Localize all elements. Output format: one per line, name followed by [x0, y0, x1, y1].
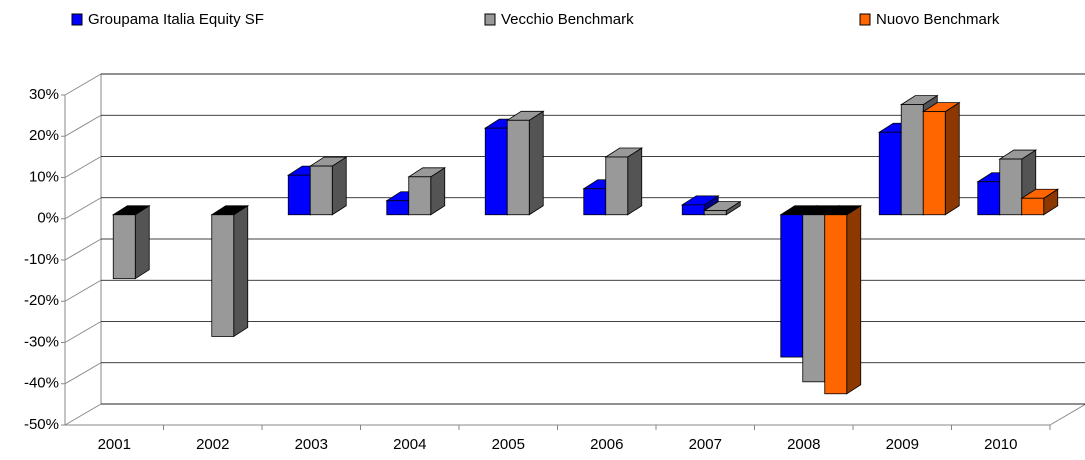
floor-edge — [1049, 404, 1085, 426]
grid-diag — [64, 238, 102, 261]
y-tick-label: -50% — [24, 416, 59, 433]
grid-diag — [64, 362, 102, 385]
bar-side-shade — [135, 205, 150, 279]
x-tick-label: 2006 — [590, 436, 623, 453]
bar — [878, 131, 902, 216]
bar — [900, 104, 924, 216]
y-tick-label: 20% — [29, 127, 59, 144]
y-tick-label: 0% — [37, 210, 59, 227]
x-tick-label: 2002 — [196, 436, 229, 453]
legend-swatch — [859, 13, 871, 26]
bar-side-shade — [1043, 189, 1058, 215]
bar — [605, 156, 629, 216]
x-tick-label: 2004 — [393, 436, 426, 453]
y-tick-label: 10% — [29, 168, 59, 185]
legend-swatch — [71, 13, 83, 26]
bar-side-shade — [233, 205, 248, 337]
x-tick-label: 2001 — [98, 436, 131, 453]
y-tick-label: 30% — [29, 86, 59, 103]
grid-diag — [64, 114, 102, 137]
y-tick-label: -10% — [24, 251, 59, 268]
bar-side-shade — [529, 111, 544, 215]
bar-side-shade — [945, 102, 960, 215]
x-tick-label: 2010 — [984, 436, 1017, 453]
bar — [386, 200, 410, 216]
bar — [999, 158, 1023, 216]
grid-diag — [64, 279, 102, 302]
y-tick-label: -30% — [24, 333, 59, 350]
bar — [977, 181, 1001, 216]
x-tick-label: 2009 — [886, 436, 919, 453]
bar — [922, 111, 946, 216]
bar — [780, 214, 804, 358]
bar-side-shade — [627, 148, 642, 215]
bar — [583, 188, 607, 216]
bar — [506, 119, 530, 216]
legend-label: Groupama Italia Equity SF — [88, 11, 264, 28]
y-tick-label: -40% — [24, 375, 59, 392]
legend-swatch — [484, 13, 496, 26]
bar — [681, 204, 705, 216]
bar-side-shade — [430, 167, 445, 215]
bar — [211, 214, 235, 337]
bar — [408, 176, 432, 216]
x-tick-label: 2008 — [787, 436, 820, 453]
legend-label: Nuovo Benchmark — [876, 11, 1000, 28]
bar — [824, 214, 848, 395]
grid-diag — [64, 403, 102, 426]
bar — [112, 214, 136, 280]
grid-diag — [64, 73, 102, 96]
bar-side-shade — [846, 205, 861, 394]
bar — [703, 210, 727, 216]
y-tick-label: -20% — [24, 292, 59, 309]
grid-diag — [64, 197, 102, 220]
bar — [1021, 197, 1045, 216]
bar — [309, 165, 333, 216]
x-tick-label: 2003 — [295, 436, 328, 453]
grid-diag — [64, 156, 102, 178]
x-tick-label: 2005 — [492, 436, 525, 453]
bar-side-shade — [332, 157, 347, 215]
grid-diag — [64, 321, 102, 343]
bar — [287, 174, 311, 216]
x-tick-label: 2007 — [689, 436, 722, 453]
legend-label: Vecchio Benchmark — [501, 11, 634, 28]
bar-side-shade — [726, 201, 741, 215]
bar — [802, 214, 826, 383]
bar — [484, 127, 508, 216]
